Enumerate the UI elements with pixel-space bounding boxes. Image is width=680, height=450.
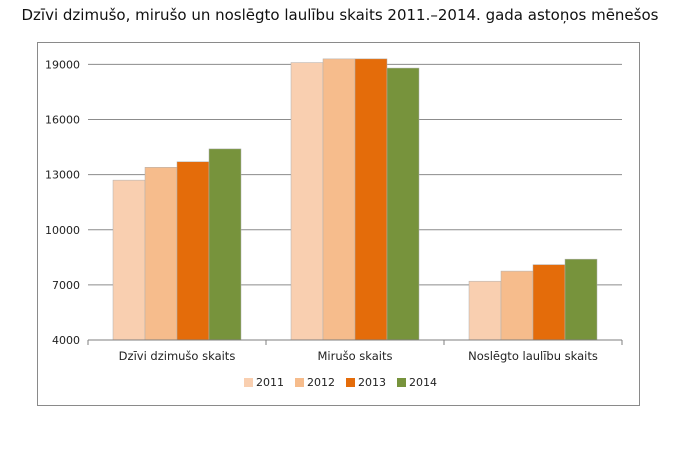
- bar-2013-1: [176, 161, 210, 341]
- y-tick-labels: 4000 7000 10000 13000 16000 19000: [45, 58, 80, 347]
- legend-label-2012: 2012: [307, 376, 335, 389]
- x-axis: [87, 339, 623, 345]
- y-tick-label: 7000: [52, 279, 80, 292]
- legend-swatch-2012: [295, 378, 304, 387]
- bar-2013-3: [532, 264, 566, 341]
- category-labels: Dzīvi dzimušo skaits Mirušo skaits Noslēgt…: [119, 349, 598, 363]
- legend-swatch-2014: [397, 378, 406, 387]
- legend-swatch-2013: [346, 378, 355, 387]
- bars: [112, 58, 598, 341]
- legend: 2011 2012 2013 2014: [244, 376, 437, 389]
- bar-2014-2: [386, 67, 420, 341]
- bar-2011-1: [112, 179, 146, 341]
- bar-2012-1: [144, 167, 178, 341]
- bar-2012-3: [500, 270, 534, 341]
- legend-label-2014: 2014: [409, 376, 437, 389]
- legend-label-2011: 2011: [256, 376, 284, 389]
- bar-2013-2: [354, 58, 388, 341]
- bar-2012-2: [322, 58, 356, 341]
- category-label: Mirušo skaits: [317, 349, 392, 363]
- y-tick-label: 19000: [45, 58, 80, 71]
- chart-title: Dzīvi dzimušo, mirušo un noslēgto laulīb…: [21, 6, 659, 24]
- category-label: Noslēgto laulību skaits: [468, 349, 598, 363]
- bar-2014-1: [208, 148, 242, 341]
- y-tick-label: 13000: [45, 169, 80, 182]
- y-tick-label: 10000: [45, 224, 80, 237]
- category-label: Dzīvi dzimušo skaits: [119, 349, 236, 363]
- bar-2011-2: [290, 62, 324, 341]
- bar-2011-3: [468, 280, 502, 341]
- legend-label-2013: 2013: [358, 376, 386, 389]
- bar-2014-3: [564, 258, 598, 341]
- y-tick-label: 16000: [45, 114, 80, 127]
- legend-swatch-2011: [244, 378, 253, 387]
- y-tick-label: 4000: [52, 334, 80, 347]
